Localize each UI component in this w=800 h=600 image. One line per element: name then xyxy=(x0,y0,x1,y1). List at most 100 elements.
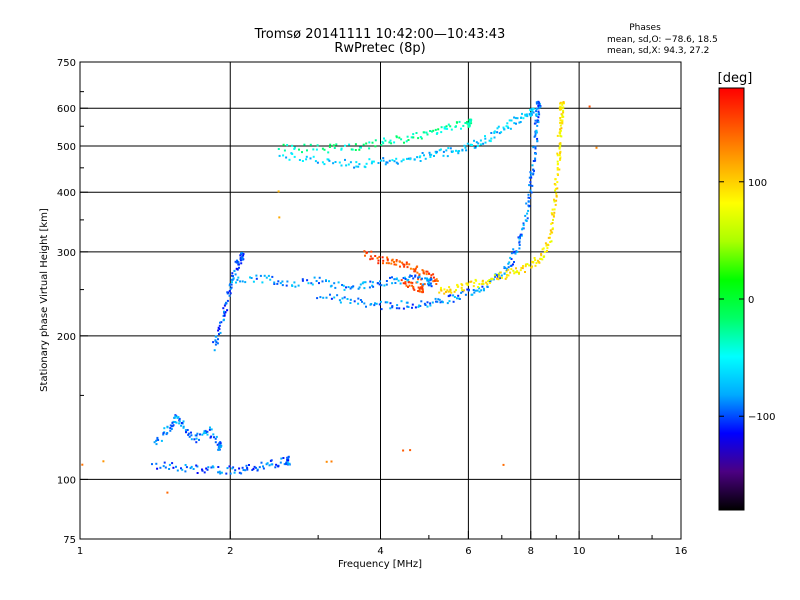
echo-point xyxy=(342,284,345,287)
echo-point xyxy=(425,270,428,273)
echo-point xyxy=(515,122,517,125)
echo-point xyxy=(413,158,416,161)
echo-point xyxy=(329,143,332,146)
echo-point xyxy=(472,289,475,291)
echo-point xyxy=(458,298,461,300)
echo-point xyxy=(423,283,426,286)
echo-point xyxy=(239,254,242,257)
echo-point xyxy=(431,130,433,133)
echo-point xyxy=(214,339,217,342)
echo-point xyxy=(407,281,410,284)
echo-point xyxy=(433,279,436,282)
echo-point xyxy=(166,426,169,429)
echo-point xyxy=(287,459,290,462)
echo-point xyxy=(260,461,263,464)
echo-point xyxy=(399,265,401,268)
echo-point xyxy=(556,168,559,171)
echo-point xyxy=(455,121,458,124)
echo-point xyxy=(433,155,435,157)
echo-point xyxy=(279,461,282,464)
echo-point xyxy=(475,141,478,144)
echo-point xyxy=(400,138,403,141)
echo-point xyxy=(241,466,244,469)
echo-point xyxy=(484,141,487,144)
y-tick-label: 750 xyxy=(57,58,76,69)
echo-point xyxy=(328,146,331,148)
echo-point xyxy=(447,147,450,150)
echo-point xyxy=(240,252,243,255)
echo-point xyxy=(363,302,366,305)
echo-point xyxy=(309,157,312,160)
echo-point xyxy=(500,274,503,277)
echo-point xyxy=(534,259,537,261)
echo-point xyxy=(244,469,247,472)
echo-point xyxy=(353,300,356,303)
echo-point xyxy=(219,472,222,475)
echo-point xyxy=(426,133,429,136)
echo-point xyxy=(399,282,402,285)
echo-point xyxy=(397,279,400,282)
echo-point xyxy=(534,145,537,148)
echo-point xyxy=(395,307,398,310)
echo-point xyxy=(531,265,533,268)
echo-point xyxy=(515,267,517,270)
echo-point xyxy=(505,270,508,273)
echo-point xyxy=(496,127,499,130)
echo-point xyxy=(246,467,249,469)
echo-point xyxy=(409,158,412,161)
echo-point xyxy=(386,259,389,262)
echo-point xyxy=(369,258,372,261)
echo-point xyxy=(273,283,276,285)
echo-point xyxy=(226,299,229,302)
echo-point xyxy=(218,470,221,473)
echo-point xyxy=(210,466,213,469)
echo-point xyxy=(503,266,506,269)
echo-point xyxy=(559,158,561,161)
echo-point xyxy=(332,162,335,165)
echo-point xyxy=(176,416,179,419)
echo-point xyxy=(414,274,417,277)
echo-point xyxy=(515,271,518,274)
echo-point xyxy=(377,162,380,164)
echo-point xyxy=(448,300,451,303)
echo-point xyxy=(375,302,378,305)
echo-point xyxy=(551,213,554,216)
echo-point xyxy=(223,318,225,321)
echo-point xyxy=(220,321,223,324)
echo-point xyxy=(391,305,394,308)
echo-point xyxy=(285,284,288,287)
echo-point xyxy=(538,113,541,116)
echo-point xyxy=(416,281,419,284)
echo-point xyxy=(421,285,424,287)
echo-point xyxy=(417,137,420,140)
echo-point xyxy=(522,222,525,225)
plot-frame xyxy=(79,61,682,540)
echo-point xyxy=(189,467,192,470)
echo-point xyxy=(470,143,473,146)
echo-point xyxy=(353,166,356,169)
echo-point xyxy=(318,282,320,285)
echo-point xyxy=(409,449,412,452)
echo-point xyxy=(305,155,308,158)
echo-point xyxy=(390,142,393,145)
echo-point xyxy=(155,439,158,442)
echo-point xyxy=(421,288,424,291)
echo-point xyxy=(315,280,318,282)
echo-point xyxy=(435,152,438,155)
echo-point xyxy=(175,421,178,424)
echo-point xyxy=(428,272,430,275)
echo-point xyxy=(561,106,564,109)
echo-point xyxy=(549,233,552,236)
echo-point xyxy=(169,427,172,430)
y-tick-label: 75 xyxy=(63,535,76,546)
echo-point xyxy=(403,141,405,144)
echo-point xyxy=(344,158,346,161)
echo-point xyxy=(358,286,361,289)
echo-point xyxy=(559,150,562,153)
echo-point xyxy=(164,466,167,469)
echo-point xyxy=(437,298,440,301)
echo-point xyxy=(219,444,222,447)
echo-point xyxy=(371,284,374,287)
echo-point xyxy=(338,161,341,164)
echo-point xyxy=(529,175,532,178)
